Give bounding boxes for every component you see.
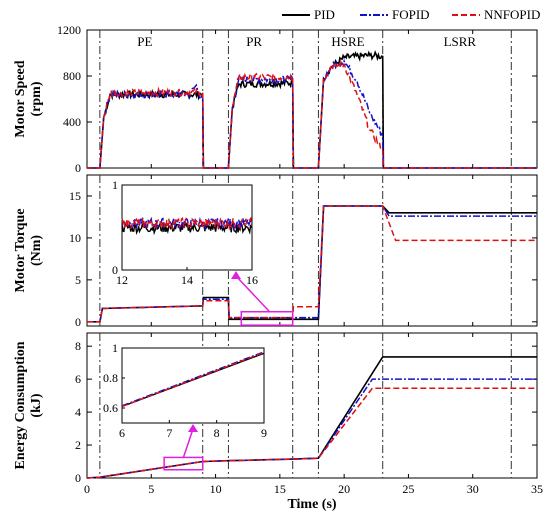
inset-y-tick-label-2-0: 0.6 <box>103 401 118 415</box>
y-axis-label-line1-1: Motor Torque <box>13 209 28 293</box>
y-tick-label-1-2: 10 <box>69 231 81 245</box>
inset-series-nnfopid-2 <box>121 351 265 408</box>
x-axis-label: Time (s) <box>287 497 336 512</box>
y-tick-label-0-2: 800 <box>63 69 81 83</box>
zoom-arrow-head-2 <box>188 424 198 432</box>
inset-x-tick-label-1-1: 14 <box>181 273 193 287</box>
zoom-region-box-1 <box>240 310 294 326</box>
series-line-nnfopid-0 <box>87 59 537 169</box>
inset-x-tick-label-2-2: 8 <box>214 426 220 440</box>
y-tick-label-1-3: 15 <box>69 189 81 203</box>
inset-series-nnfopid-1 <box>121 216 253 231</box>
series-line-nnfopid-2 <box>86 387 537 479</box>
y-axis-label-0: Motor Speed (rpm) <box>13 60 44 137</box>
inset-x-tick-label-1-2: 16 <box>246 273 258 287</box>
x-tick-label-7: 35 <box>531 482 543 496</box>
x-tick-label-4: 20 <box>338 482 350 496</box>
legend-label-pid: PID <box>314 7 335 22</box>
y-tick-label-0-0: 0 <box>75 161 81 175</box>
inset-y-tick-label-1-1: 1 <box>112 178 118 192</box>
x-tick-label-0: 0 <box>84 482 90 496</box>
x-tick-label-3: 15 <box>274 482 286 496</box>
inset-y-tick-label-2-1: 0.8 <box>103 371 118 385</box>
x-tick-label-6: 30 <box>467 482 479 496</box>
x-tick-label-2: 10 <box>210 482 222 496</box>
y-axis-label-line2-1: (Nm) <box>29 235 44 266</box>
y-axis-label-line2-0: (rpm) <box>29 81 44 116</box>
inset-x-tick-label-1-0: 12 <box>116 273 128 287</box>
inset-x-tick-label-2-3: 9 <box>261 426 267 440</box>
series-line-nnfopid-1 <box>87 205 537 323</box>
y-axis-label-line2-2: (kJ) <box>29 393 44 417</box>
series-line-pid-0 <box>87 50 537 169</box>
phase-label-pe: PE <box>137 34 152 49</box>
series-line-fopid-0 <box>87 58 537 169</box>
y-tick-label-0-1: 400 <box>63 115 81 129</box>
x-tick-label-1: 5 <box>148 482 154 496</box>
zoom-arrow-head-1 <box>231 271 241 279</box>
y-tick-label-1-0: 0 <box>75 315 81 329</box>
x-tick-label-5: 25 <box>402 482 414 496</box>
y-tick-label-2-4: 8 <box>75 339 81 353</box>
y-tick-label-0-3: 1200 <box>57 23 81 37</box>
y-tick-label-2-3: 6 <box>75 372 81 386</box>
phase-label-hsre: HSRE <box>331 34 364 49</box>
y-axis-label-line1-2: Energy Consumption <box>13 341 28 469</box>
plot-frame-1 <box>86 174 538 327</box>
y-axis-label-line1-0: Motor Speed <box>13 60 28 137</box>
y-tick-label-2-0: 0 <box>75 471 81 485</box>
legend-label-fopid: FOPID <box>392 7 430 22</box>
phase-label-lsrr: LSRR <box>444 34 477 49</box>
inset-x-tick-label-2-0: 6 <box>119 426 125 440</box>
y-tick-label-1-1: 5 <box>75 273 81 287</box>
inset-y-tick-label-2-2: 1 <box>112 341 118 355</box>
y-tick-label-2-2: 4 <box>75 405 81 419</box>
inset-frame-2 <box>121 347 265 424</box>
y-axis-label-2: Energy Consumption (kJ) <box>13 341 44 469</box>
plot-frame-2 <box>86 332 538 479</box>
inset-x-tick-label-2-1: 7 <box>166 426 172 440</box>
phase-label-pr: PR <box>246 34 262 49</box>
y-axis-label-1: Motor Torque (Nm) <box>13 209 44 293</box>
zoom-arrow-line-1 <box>235 275 271 313</box>
legend-label-nnfopid: NNFOPID <box>484 7 540 22</box>
y-tick-label-2-1: 2 <box>75 438 81 452</box>
zoom-region-box-2 <box>163 456 204 471</box>
plot-frame-0 <box>86 29 538 169</box>
zoom-arrow-line-2 <box>182 428 194 458</box>
inset-y-tick-label-1-0: 0 <box>112 263 118 277</box>
